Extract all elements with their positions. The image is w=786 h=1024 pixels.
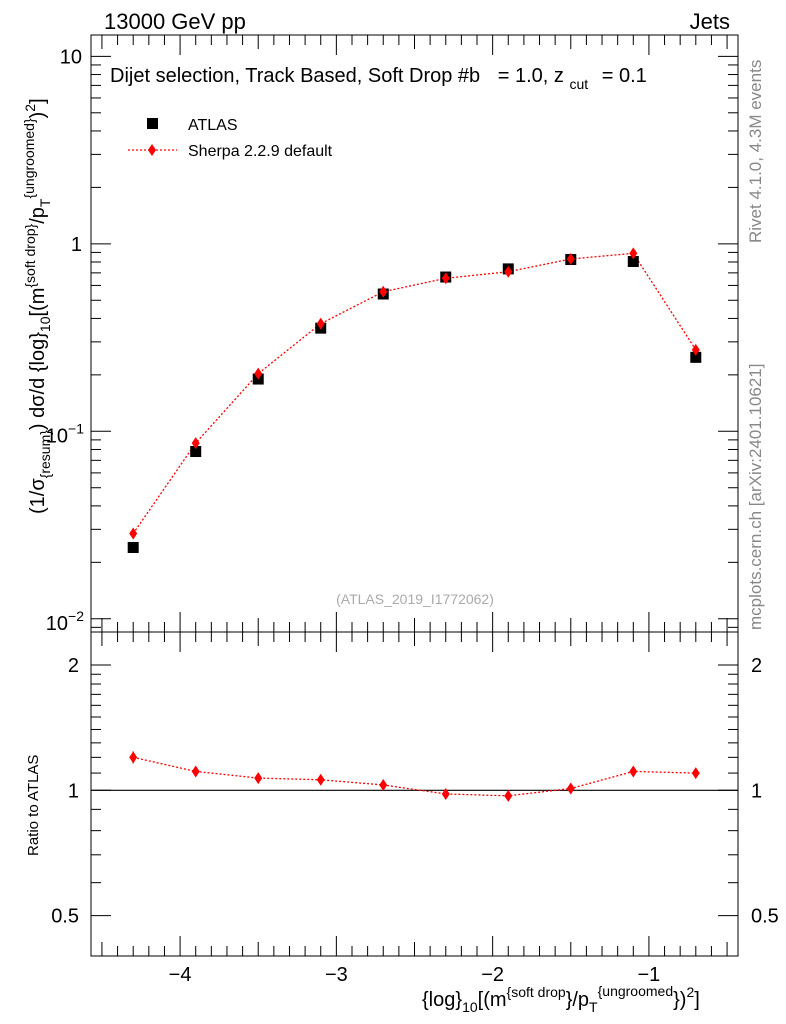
x-label-sup2: {ungroomed [598,983,674,999]
ratio-point [566,782,575,795]
x-label-p2: [(m [478,989,507,1011]
sherpa-point [379,285,388,298]
legend: ATLAS Sherpa 2.2.9 default [128,117,333,160]
ratio-point [316,773,325,786]
ratio-series [129,751,700,802]
ratio-x-tick-label: −3 [325,964,348,986]
main-y-label-p2: ) dσ/d {log} [27,332,49,430]
x-label-sup3: 2 [686,984,694,1000]
legend-atlas-label: ATLAS [188,117,238,134]
x-label-p5: ] [694,989,700,1011]
ratio-y-tick-label: 1 [68,780,79,802]
ratio-y-tick-label-right: 0.5 [751,906,779,928]
ratio-point [129,751,138,764]
main-title-text: Dijet selection, Track Based, Soft Drop … [110,65,480,87]
main-y-tick-label: 1 [71,234,82,256]
ratio-y-label: Ratio to ATLAS [25,755,42,856]
main-y-label-sup3: 2 [22,104,38,112]
legend-atlas-marker [147,118,158,129]
atlas-point [127,541,139,553]
main-y-tick-label: 10−1 [46,420,84,447]
ratio-y-tick-label: 0.5 [51,906,79,928]
header-left: 13000 GeV pp [104,9,246,34]
sherpa-point [441,272,450,285]
sherpa-line [132,252,697,534]
sherpa-point [316,317,325,330]
ratio-point [379,778,388,791]
main-y-label-sup2: {ungroomed} [21,118,37,199]
main-y-label-sub1: {resum} [37,430,53,479]
ratio-x-tick-label: −4 [169,964,192,986]
sherpa-point [191,437,200,450]
main-title-cut-sub: cut [569,76,588,92]
ratio-y-tick-label: 2 [68,655,79,677]
main-y-tick-label: 10 [60,46,82,68]
sherpa-point [504,265,513,278]
sherpa-point [129,527,138,540]
x-label-sub1: 10 [462,999,478,1015]
sherpa-point [691,343,700,356]
main-panel: 10 1 10−1 10−2 Dijet selection, Track Based… [21,34,739,635]
main-y-label-p1: (1/σ [27,478,49,514]
ratio-y-ticks: 2 2 1 1 0.5 0.5 [51,655,779,957]
main-y-label-p3: [(m [27,288,49,317]
ratio-point [691,767,700,780]
main-y-label: (1/σ{resum}) dσ/d {log}10[(m{soft drop}/… [21,98,53,514]
analysis-watermark: (ATLAS_2019_I1772062) [336,591,494,607]
ratio-x-tick-label: −1 [638,964,661,986]
header-right: Jets [689,9,730,34]
x-label-p4: }) [673,989,686,1011]
ratio-frame [90,631,739,957]
sherpa-point [254,367,263,380]
ratio-y-tick-label-right: 2 [751,655,762,677]
ratio-point [254,772,263,785]
x-label-sub2: T [589,999,598,1015]
main-x-ticks [101,35,728,632]
ratio-y-tick-label-right: 1 [751,780,762,802]
x-label-p1: {log} [422,989,462,1011]
x-label-p3: }/p [566,989,589,1011]
ratio-x-tick-label: −2 [481,964,504,986]
ratio-point [441,787,450,800]
legend-sherpa-marker [148,144,156,156]
main-y-label-p5: ) [27,112,49,119]
main-title-end: = 0.1 [602,65,647,87]
main-title-beta: = 1.0, z [498,65,564,87]
main-y-label-sub3: T [37,198,53,207]
main-series [127,247,702,553]
main-y-ticks: 10 1 10−1 10−2 [46,46,738,635]
sherpa-point [566,253,575,266]
x-label-sup1: {soft drop [507,984,566,1000]
ratio-line [133,756,696,797]
ratio-x-label: {log}10[(m{soft drop}/pT{ungroomed})2] [422,983,700,1015]
atlas-point [627,255,639,267]
atlas-point [190,446,202,458]
ratio-panel: 2 2 1 1 0.5 0.5 −4 −3 −2 −1 Ratio to ATLAS {log}… [25,631,779,1015]
atlas-point [690,351,702,363]
ratio-point [504,789,513,802]
main-y-label-sup1: {soft drop} [22,223,38,287]
main-y-tick-label: 10−2 [46,608,84,635]
ratio-point [191,765,200,778]
main-y-label-p6: ] [27,98,49,104]
ratio-x-ticks: −4 −3 −2 −1 [101,632,728,986]
legend-sherpa-label: Sherpa 2.2.9 default [188,143,333,160]
sherpa-point [629,247,638,260]
main-y-label-sub2: 10 [37,316,53,332]
ratio-point [629,765,638,778]
main-title: Dijet selection, Track Based, Soft Drop … [110,65,647,94]
main-y-label-p4: /p [27,207,49,224]
